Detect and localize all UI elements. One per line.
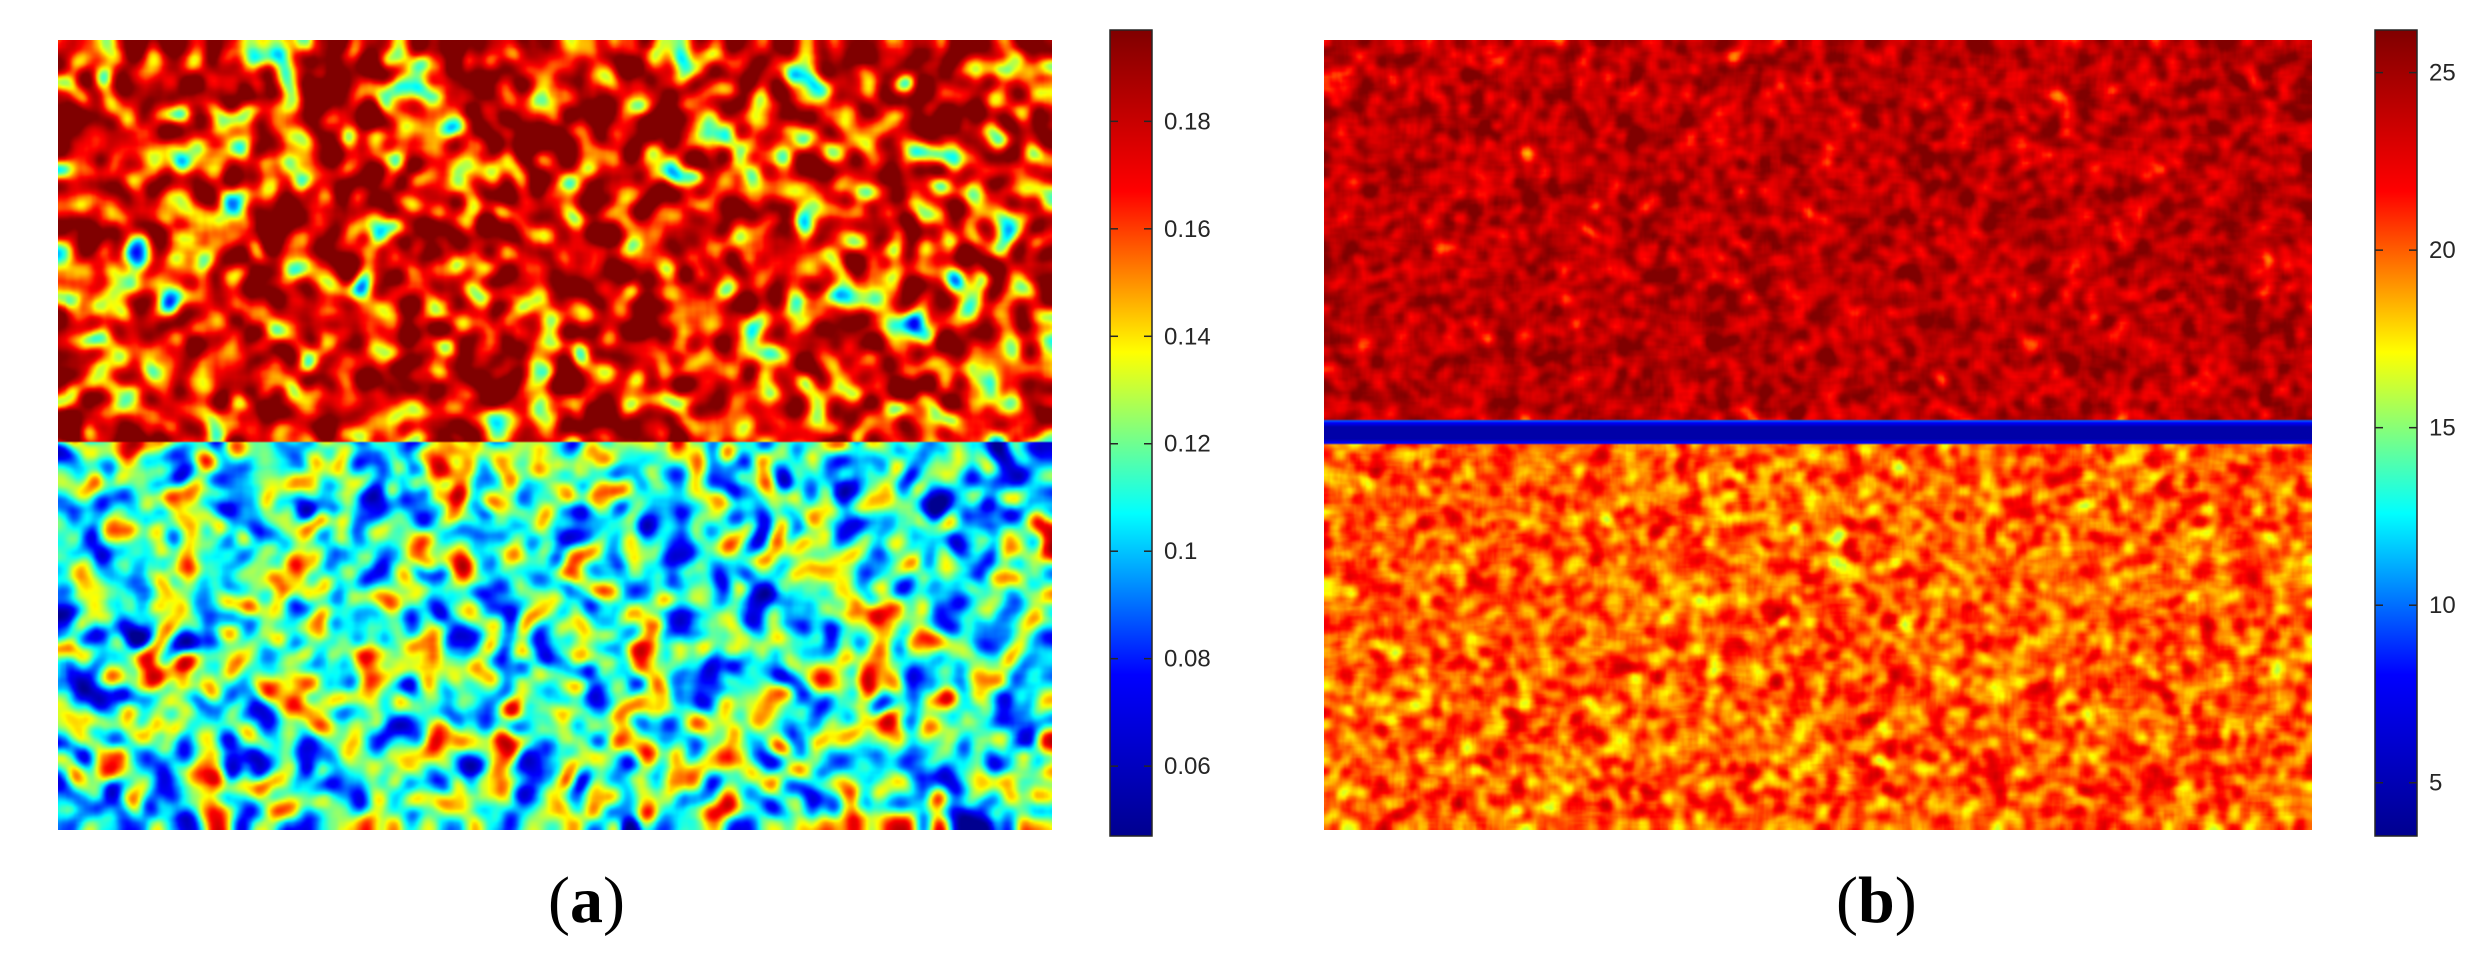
colorbar-tick-label: 0.18 xyxy=(1164,108,1211,135)
colorbar-a: 0.06 0.08 0.1 0.12 0.14 0.16 0.18 xyxy=(1109,29,1211,837)
heatmap-a xyxy=(58,40,1052,830)
colorbar-tick-label: 20 xyxy=(2429,237,2456,264)
panel-label-b: (b) xyxy=(1836,864,1917,937)
colorbar-gradient xyxy=(2374,29,2418,837)
colorbar-tick-label: 0.08 xyxy=(1164,646,1211,673)
colorbar-tick-label: 5 xyxy=(2429,770,2442,797)
panel-b: 5 10 15 20 25 (b) xyxy=(1240,0,2488,975)
colorbar-b: 5 10 15 20 25 xyxy=(2374,29,2456,837)
colorbar-tick-label: 0.1 xyxy=(1164,538,1197,565)
colorbar-tick-label: 0.12 xyxy=(1164,431,1211,458)
heatmap-b xyxy=(1324,40,2312,830)
colorbar-tick-label: 0.14 xyxy=(1164,323,1211,350)
colorbar-tick-label: 25 xyxy=(2429,60,2456,87)
colorbar-gradient xyxy=(1109,29,1153,837)
colorbar-tick-label: 0.06 xyxy=(1164,753,1211,780)
colorbar-tick-label: 10 xyxy=(2429,592,2456,619)
panel-a: 0.06 0.08 0.1 0.12 0.14 0.16 0.18 (a) xyxy=(0,0,1240,975)
colorbar-tick-label: 15 xyxy=(2429,415,2456,442)
colorbar-tick-label: 0.16 xyxy=(1164,216,1211,243)
panel-label-a: (a) xyxy=(548,864,625,937)
